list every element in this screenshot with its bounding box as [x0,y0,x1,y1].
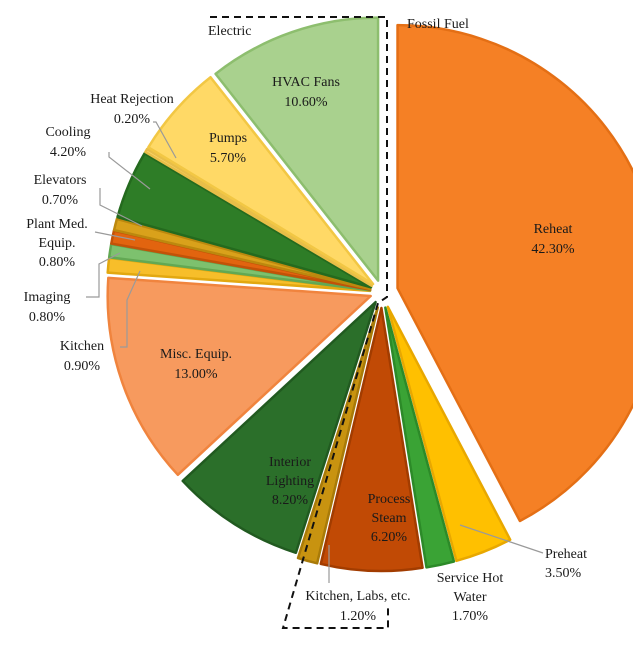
slice-service-hot-water [384,306,456,569]
leader-elevators [99,188,143,227]
label-cooling: Cooling 4.20% [45,125,90,160]
label-process-steam-line-3: 6.20% [371,530,408,545]
label-heat-rejection-line-1: Heat Rejection [90,92,174,107]
label-service-hot-water-line-3: 1.70% [452,609,489,624]
leader-kitchen [120,270,141,348]
label-service-hot-water-line-2: Water [453,590,486,605]
label-misc-equip-line-2: 13.00% [174,367,218,382]
label-misc-equip-line-1: Misc. Equip. [160,347,232,362]
label-elevators: Elevators 0.70% [34,173,87,208]
label-preheat: Preheat 3.50% [545,547,587,581]
label-kitchen-labs-etc-line-1: Kitchen, Labs, etc. [305,589,410,604]
label-service-hot-water: Service Hot Water 1.70% [437,571,504,624]
label-elevators-line-1: Elevators [34,173,87,188]
slice-reheat [396,23,633,523]
label-reheat-line-2: 42.30% [531,242,575,257]
label-hvac-fans-line-2: 10.60% [284,95,328,110]
label-preheat-line-1: Preheat [545,547,587,562]
slice-cooling [116,152,373,289]
label-imaging: Imaging 0.80% [24,290,71,325]
label-kitchen: Kitchen 0.90% [60,339,104,374]
label-heat-rejection-line-2: 0.20% [114,112,151,127]
label-reheat-line-1: Reheat [534,222,573,237]
label-cooling-line-2: 4.20% [50,145,87,160]
label-kitchen-line-1: Kitchen [60,339,104,354]
label-interior-lighting-line-1: Interior [269,455,311,470]
label-pumps-line-1: Pumps [209,131,247,146]
label-preheat-line-2: 3.50% [545,566,582,581]
label-kitchen-labs-etc: Kitchen, Labs, etc. 1.20% [305,589,410,624]
leader-lines [86,121,544,583]
label-imaging-line-2: 0.80% [29,310,66,325]
leader-imaging [86,252,121,298]
label-interior-lighting: Interior Lighting 8.20% [266,455,314,508]
label-cooling-line-1: Cooling [45,125,90,140]
label-kitchen-line-2: 0.90% [64,359,101,374]
label-reheat: Reheat 42.30% [531,222,575,257]
slice-process-steam [319,306,424,573]
label-interior-lighting-line-3: 8.20% [272,493,309,508]
group-label-electric: Electric [208,24,252,39]
leader-preheat [459,524,544,554]
slice-interior-lighting [181,300,377,555]
slice-kitchen-labs-etc [296,306,379,565]
leader-cooling [108,152,151,190]
label-pumps: Pumps 5.70% [209,131,247,166]
label-plant-med-equip-line-1: Plant Med. [26,217,87,232]
label-process-steam: Process Steam 6.20% [368,492,411,545]
group-label-fossil-fuel: Fossil Fuel [407,17,469,32]
label-hvac-fans-line-1: HVAC Fans [272,75,340,90]
label-pumps-line-2: 5.70% [210,151,247,166]
slice-pumps [147,75,375,286]
label-plant-med-equip-line-2: Equip. [39,236,76,251]
slice-misc-equip [106,276,372,477]
label-heat-rejection: Heat Rejection 0.20% [90,92,174,127]
slice-elevators [112,217,372,291]
pie-slices [106,16,633,573]
label-process-steam-line-1: Process [368,492,411,507]
leader-plant-med-equip [94,231,136,241]
slice-labels: Reheat 42.30% Preheat 3.50% Service Hot Water… [24,75,587,624]
slice-heat-rejection [144,147,373,288]
leader-heat-rejection [153,121,177,159]
label-misc-equip: Misc. Equip. 13.00% [160,347,232,382]
label-hvac-fans: HVAC Fans 10.60% [272,75,340,110]
label-elevators-line-2: 0.70% [42,193,79,208]
label-process-steam-line-2: Steam [372,511,407,526]
label-imaging-line-1: Imaging [24,290,71,305]
label-interior-lighting-line-2: Lighting [266,474,314,489]
label-plant-med-equip-line-3: 0.80% [39,255,76,270]
label-plant-med-equip: Plant Med. Equip. 0.80% [26,217,87,270]
slice-preheat [386,305,512,563]
label-kitchen-labs-etc-line-2: 1.20% [340,609,377,624]
label-service-hot-water-line-1: Service Hot [437,571,504,586]
